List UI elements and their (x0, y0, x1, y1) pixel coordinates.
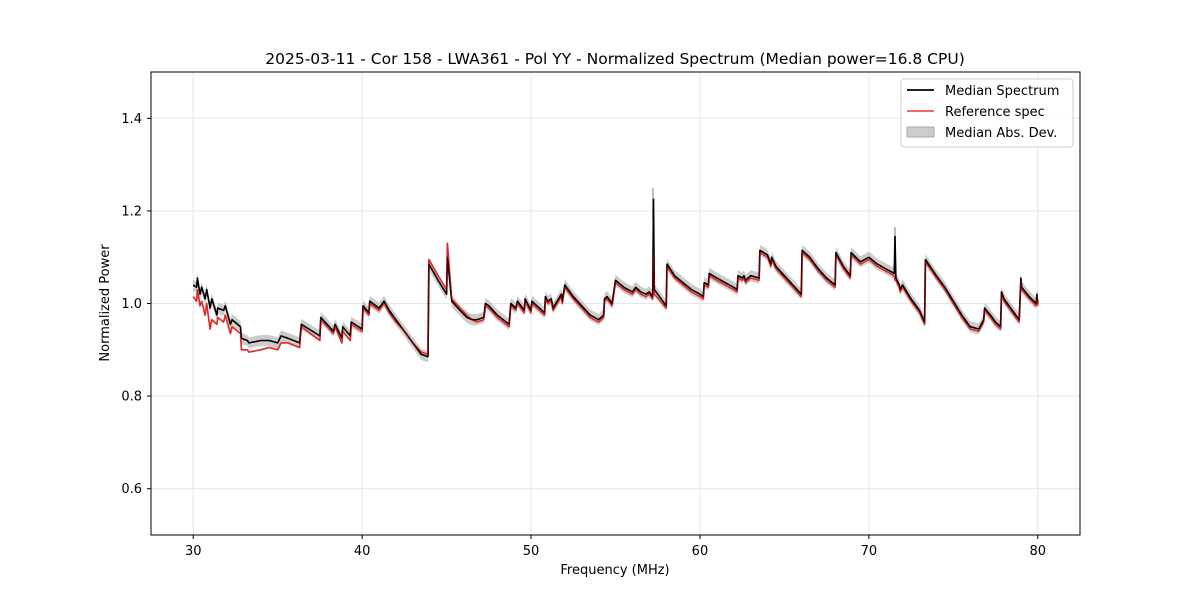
y-tick-label: 0.8 (121, 390, 142, 405)
chart-title: 2025-03-11 - Cor 158 - LWA361 - Pol YY -… (265, 50, 965, 68)
x-tick-label: 50 (523, 544, 540, 559)
y-tick-label: 1.4 (121, 112, 142, 127)
y-tick-label: 1.2 (121, 204, 142, 219)
legend-label-mad: Median Abs. Dev. (945, 126, 1057, 141)
y-tick-label: 1.0 (121, 297, 142, 312)
series-line-reference-overlay (192, 242, 1039, 355)
legend-box (900, 78, 1074, 148)
series-layer (192, 198, 1039, 358)
legend: Median Spectrum Reference spec Median Ab… (900, 78, 1074, 148)
y-axis-label: Normalized Power (98, 244, 113, 362)
y-tick-label: 0.6 (121, 482, 142, 497)
x-axis-label: Frequency (MHz) (560, 563, 669, 578)
y-axis: 0.6 0.8 1.0 1.2 1.4 (121, 112, 151, 497)
legend-swatch-mad (906, 126, 935, 138)
mad-band-area (193, 193, 1038, 363)
legend-label-reference: Reference spec (945, 105, 1045, 120)
x-tick-label: 70 (861, 544, 878, 559)
x-tick-label: 60 (692, 544, 709, 559)
legend-label-median: Median Spectrum (945, 84, 1059, 99)
x-tick-label: 40 (354, 544, 371, 559)
x-axis: 30 40 50 60 70 80 (185, 535, 1046, 559)
x-tick-label: 30 (185, 544, 202, 559)
x-tick-label: 80 (1029, 544, 1046, 559)
